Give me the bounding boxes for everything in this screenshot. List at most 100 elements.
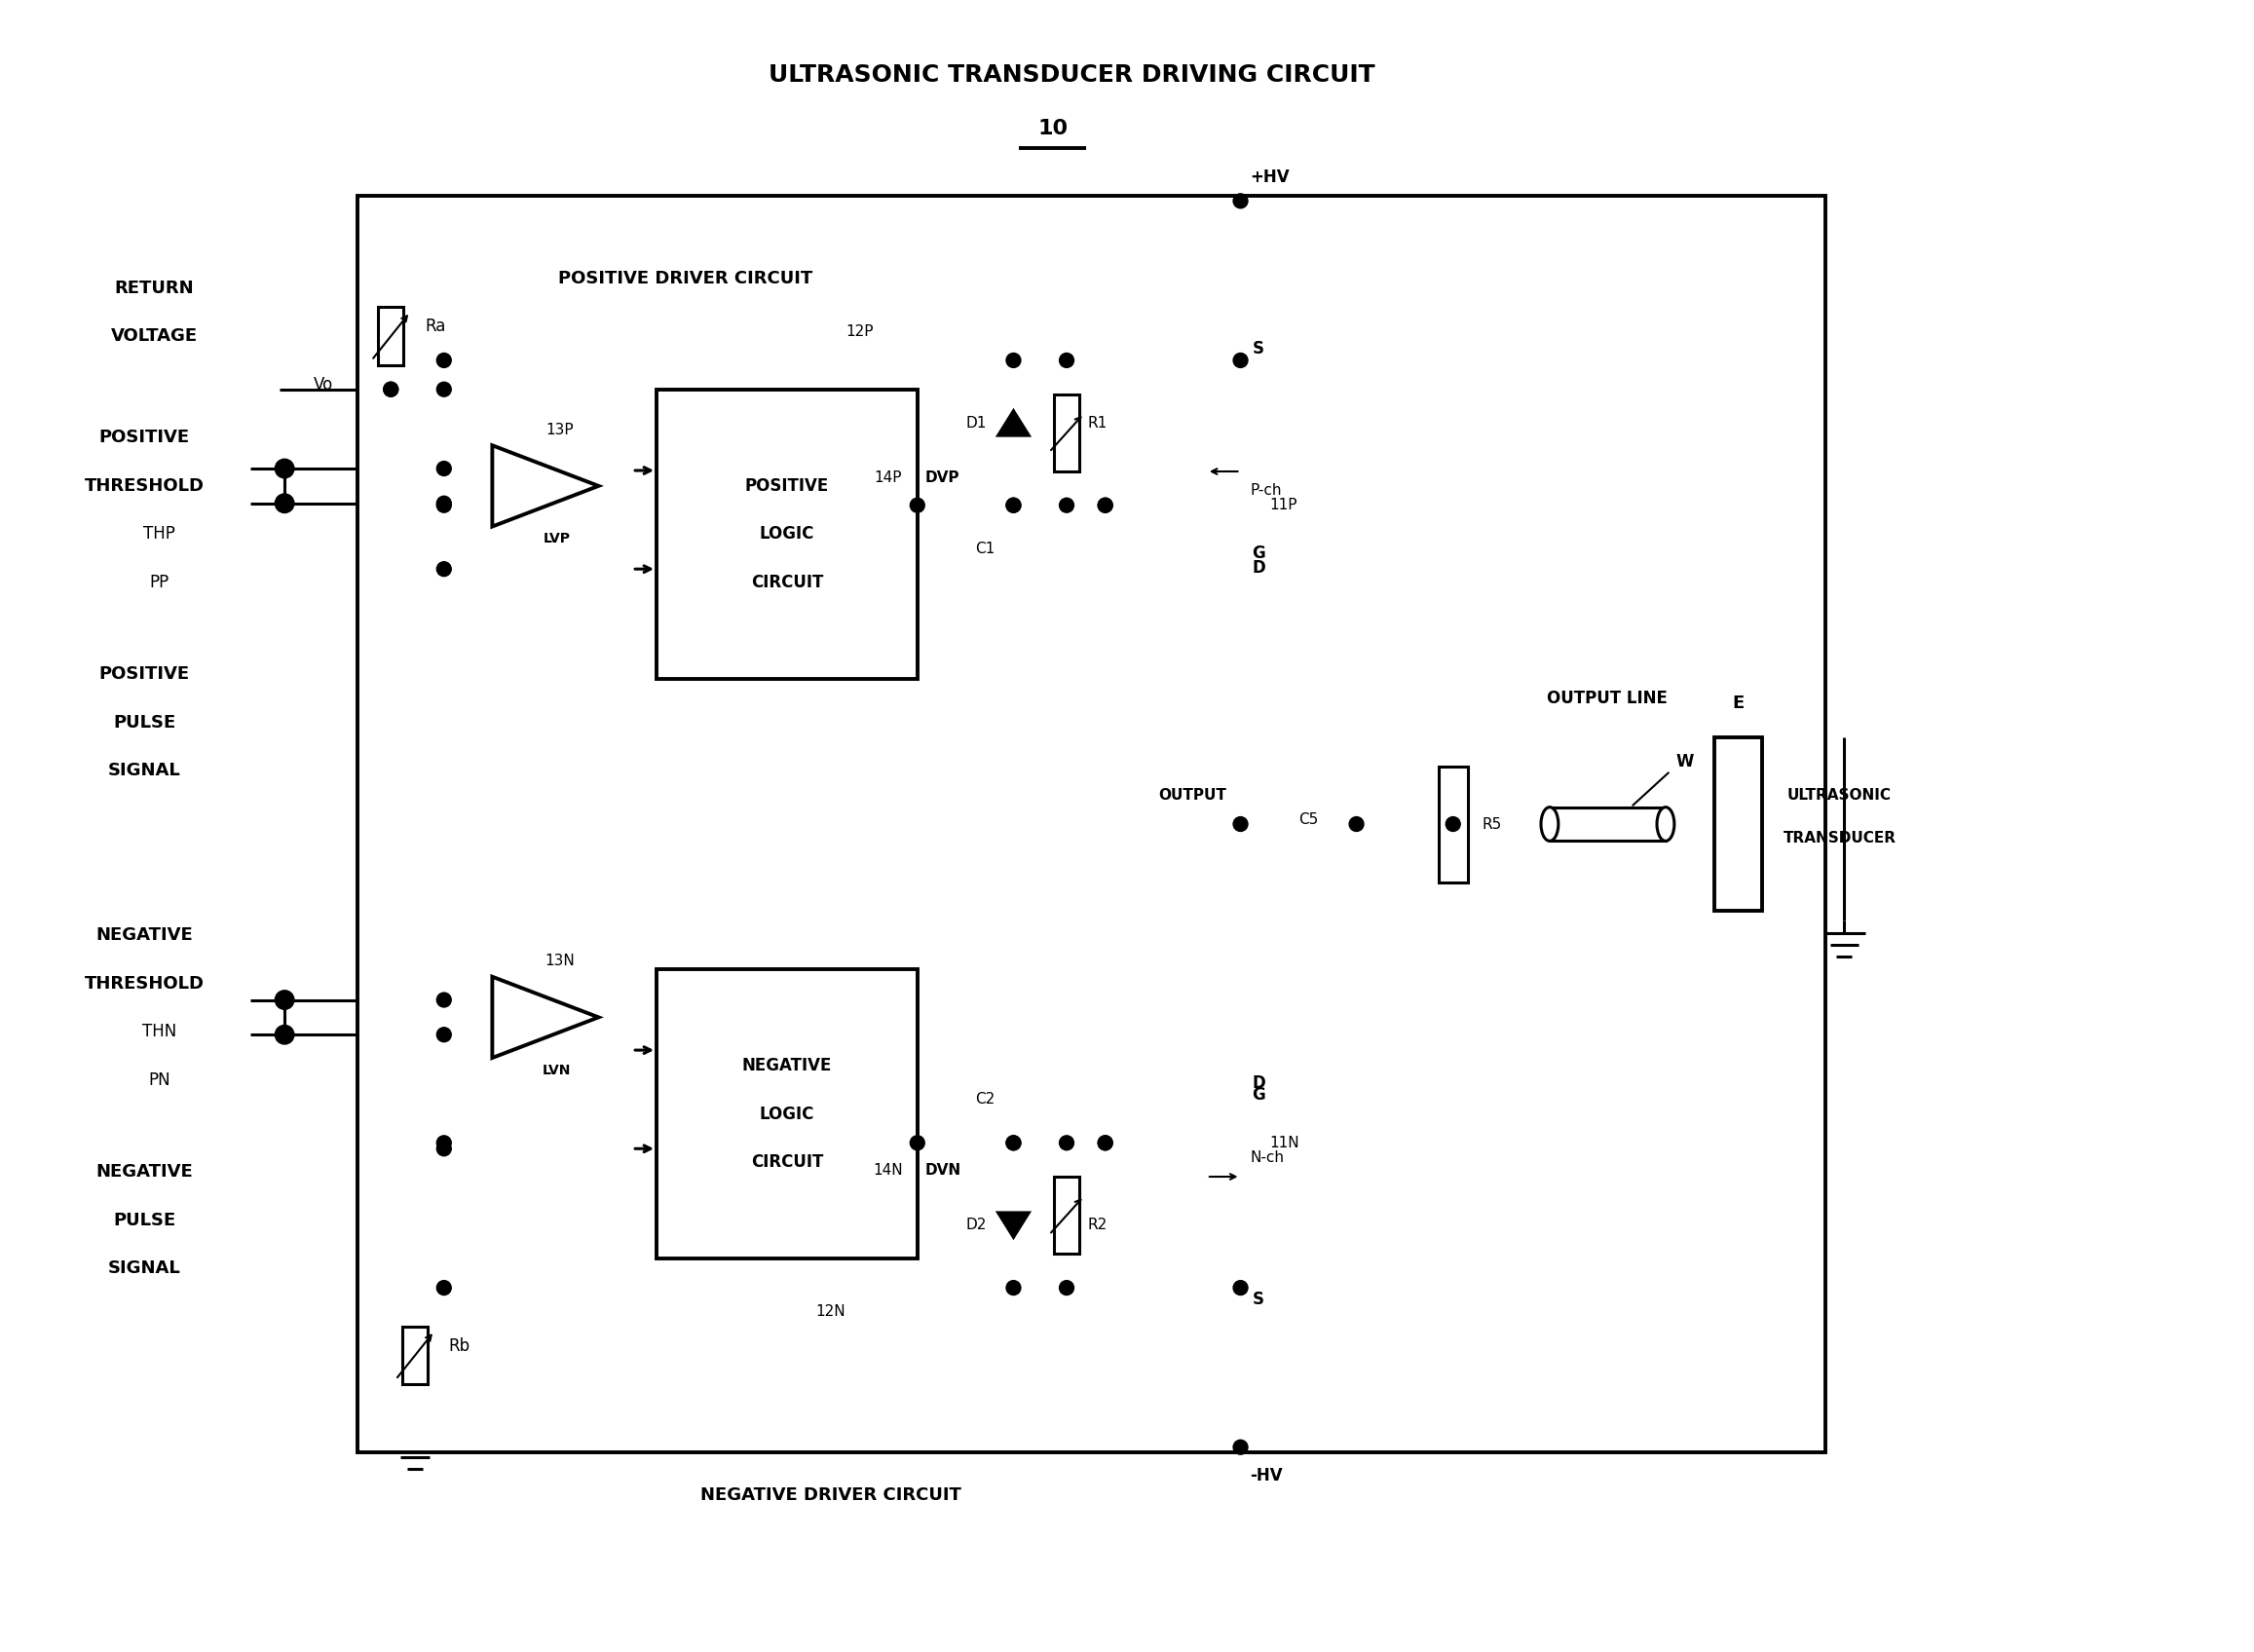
Polygon shape (999, 1213, 1028, 1237)
Text: POSITIVE: POSITIVE (99, 430, 189, 446)
Text: LVN: LVN (543, 1064, 570, 1077)
Text: −: − (503, 494, 516, 512)
Text: DVN: DVN (924, 1163, 960, 1178)
Circle shape (437, 1028, 451, 1042)
Circle shape (1098, 497, 1113, 512)
Text: 13P: 13P (545, 423, 575, 438)
Text: 12N: 12N (816, 1305, 845, 1320)
Circle shape (1233, 816, 1249, 831)
Text: DVP: DVP (924, 471, 960, 486)
Text: 14N: 14N (875, 1163, 904, 1178)
Bar (1438, 767, 1467, 882)
Text: Vo: Vo (313, 375, 334, 393)
Text: 10: 10 (1037, 119, 1068, 139)
Text: CIRCUIT: CIRCUIT (751, 573, 823, 591)
Circle shape (1098, 1135, 1113, 1150)
Circle shape (1098, 1135, 1113, 1150)
Circle shape (437, 497, 451, 512)
Bar (356, 197, 1826, 1452)
Circle shape (437, 993, 451, 1008)
Text: 11N: 11N (1269, 1135, 1298, 1150)
Circle shape (1005, 354, 1021, 368)
Circle shape (437, 1135, 451, 1150)
Text: NEGATIVE: NEGATIVE (742, 1057, 832, 1074)
Text: RETURN: RETURN (115, 279, 194, 297)
Text: ULTRASONIC: ULTRASONIC (1787, 788, 1891, 803)
Circle shape (437, 1142, 451, 1156)
Text: PN: PN (149, 1070, 169, 1089)
Text: D1: D1 (965, 416, 987, 431)
Text: G: G (1253, 1085, 1264, 1104)
Text: G: G (1253, 545, 1264, 562)
Text: 13N: 13N (545, 953, 575, 968)
Circle shape (1005, 1135, 1021, 1150)
Text: Rb: Rb (449, 1336, 471, 1355)
Bar (403, 1327, 428, 1384)
Text: D2: D2 (965, 1218, 987, 1232)
Circle shape (277, 496, 291, 510)
Polygon shape (491, 446, 600, 527)
Circle shape (437, 562, 451, 577)
Text: NEGATIVE DRIVER CIRCUIT: NEGATIVE DRIVER CIRCUIT (701, 1487, 960, 1505)
Circle shape (1350, 816, 1364, 831)
Text: +: + (503, 461, 516, 476)
Circle shape (1445, 816, 1461, 831)
Text: Ra: Ra (424, 317, 446, 335)
Circle shape (437, 496, 451, 510)
Text: R5: R5 (1483, 816, 1501, 831)
Bar (1551, 808, 1666, 841)
Ellipse shape (1657, 808, 1675, 841)
Text: PULSE: PULSE (113, 714, 176, 732)
Text: C5: C5 (1298, 811, 1319, 826)
Bar (1055, 1176, 1080, 1254)
Text: LOGIC: LOGIC (760, 1105, 814, 1123)
Text: ULTRASONIC TRANSDUCER DRIVING CIRCUIT: ULTRASONIC TRANSDUCER DRIVING CIRCUIT (769, 64, 1375, 88)
Circle shape (1059, 354, 1073, 368)
Text: -HV: -HV (1251, 1467, 1283, 1485)
Text: S: S (1253, 340, 1264, 357)
Text: E: E (1731, 694, 1745, 712)
Circle shape (1233, 1441, 1249, 1454)
Circle shape (1098, 497, 1113, 512)
Text: R2: R2 (1089, 1218, 1107, 1232)
Text: S: S (1253, 1290, 1264, 1308)
Circle shape (1059, 497, 1073, 512)
Text: W: W (1677, 753, 1693, 770)
Circle shape (383, 382, 399, 396)
Text: NEGATIVE: NEGATIVE (97, 1163, 194, 1181)
Circle shape (1059, 1135, 1073, 1150)
Circle shape (437, 354, 451, 368)
Polygon shape (491, 976, 600, 1057)
Circle shape (1233, 1280, 1249, 1295)
Circle shape (1233, 354, 1249, 368)
Text: N-ch: N-ch (1251, 1150, 1285, 1165)
Polygon shape (999, 411, 1028, 436)
Circle shape (437, 1280, 451, 1295)
Text: THN: THN (142, 1023, 176, 1041)
Circle shape (911, 1135, 924, 1150)
Text: LOGIC: LOGIC (760, 525, 814, 544)
Text: TRANSDUCER: TRANSDUCER (1783, 831, 1896, 846)
Text: 12P: 12P (845, 324, 872, 339)
Text: −: − (503, 1026, 516, 1044)
Text: POSITIVE: POSITIVE (99, 666, 189, 682)
Circle shape (911, 497, 924, 512)
Bar (379, 307, 403, 365)
Text: D: D (1253, 1074, 1264, 1092)
Text: P-ch: P-ch (1251, 484, 1283, 497)
Text: +: + (503, 993, 516, 1008)
Text: THP: THP (142, 525, 176, 544)
Text: NEGATIVE: NEGATIVE (97, 927, 194, 943)
Bar (1713, 737, 1763, 910)
Circle shape (1005, 1135, 1021, 1150)
Text: POSITIVE: POSITIVE (744, 477, 829, 494)
Circle shape (277, 993, 291, 1008)
Circle shape (1059, 1280, 1073, 1295)
Text: CIRCUIT: CIRCUIT (751, 1153, 823, 1171)
Circle shape (277, 1028, 291, 1042)
Text: OUTPUT LINE: OUTPUT LINE (1546, 691, 1668, 707)
Text: +HV: +HV (1251, 169, 1289, 185)
Text: SIGNAL: SIGNAL (108, 762, 180, 780)
Bar (656, 970, 917, 1259)
Text: VOLTAGE: VOLTAGE (110, 327, 198, 345)
